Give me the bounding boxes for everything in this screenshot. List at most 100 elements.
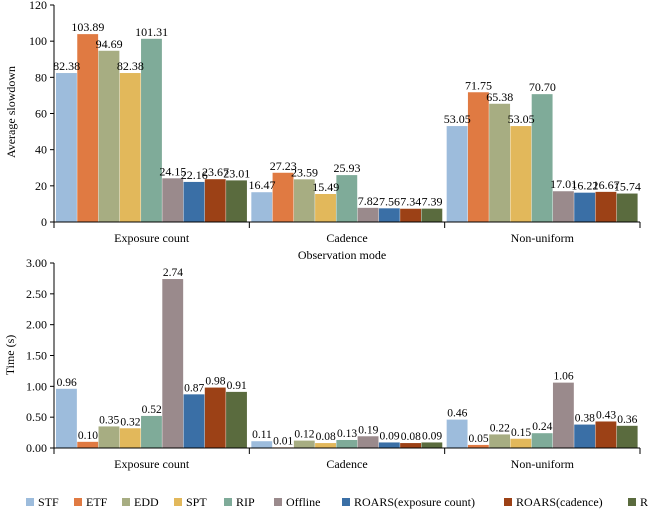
slowdown-data-label-edd-non-uniform: 65.38 [486, 90, 513, 104]
legend-swatch-rip [224, 498, 232, 506]
time-bar-roars-cadence-exposure-count [204, 387, 226, 448]
slowdown-bar-roars-exposure-count-non-uniform [574, 192, 596, 222]
time-bar-stf-non-uniform [446, 419, 468, 448]
time-data-label-stf-cadence: 0.11 [252, 429, 272, 441]
slowdown-bar-spt-cadence [315, 193, 336, 222]
time-bar-etf-exposure-count [77, 441, 99, 448]
slowdown-category-label-exposure-count: Exposure count [114, 231, 190, 245]
slowdown-bar-offline-non-uniform [552, 191, 574, 222]
slowdown-bar-rip-exposure-count [141, 38, 162, 222]
slowdown-data-label-rip-cadence: 25.93 [334, 161, 361, 175]
slowdown-data-label-roars-cadence-exposure-count: 23.67 [202, 165, 229, 179]
time-data-label-roars-exposure-count-exposure-count: 0.87 [184, 382, 204, 394]
slowdown-data-label-stf-exposure-count: 82.38 [53, 59, 80, 73]
slowdown-data-label-rip-exposure-count: 101.31 [135, 25, 168, 39]
slowdown-data-label-spt-non-uniform: 53.05 [508, 112, 535, 126]
slowdown-axes: 0 20 40 60 80 100 120 Exposure count Cadence Non-… [29, 0, 641, 245]
slowdown-y-axis-label: Average slowdown [4, 66, 18, 158]
time-data-label-rip-cadence: 0.13 [337, 428, 357, 440]
time-data-label-stf-exposure-count: 0.96 [57, 377, 77, 389]
slowdown-bar-rip-cadence [336, 175, 358, 222]
slowdown-data-label-roars-non-uniform-non-uniform: 15.74 [614, 180, 641, 194]
slowdown-bar-spt-non-uniform [510, 126, 532, 222]
legend-swatch-stf [26, 498, 34, 506]
time-bars [56, 279, 638, 448]
legend-label-rip: RIP [236, 495, 255, 509]
legend: STF ETF EDD SPT RIP Offline ROARS(exposure cou… [26, 495, 648, 509]
slowdown-data-label-roars-cadence-cadence: 7.34 [400, 195, 421, 209]
time-bar-roars-non-uniform-cadence [421, 442, 443, 448]
slowdown-y-tick-label: 0 [41, 215, 47, 229]
time-data-label-roars-cadence-cadence: 0.08 [401, 431, 421, 443]
time-data-label-roars-exposure-count-cadence: 0.09 [379, 430, 399, 442]
slowdown-y-tick-label: 40 [35, 143, 47, 157]
slowdown-x-axis-label: Observation mode [298, 248, 386, 262]
time-data-label-edd-non-uniform: 0.22 [490, 422, 510, 434]
time-axes: 0.00 0.50 1.00 1.50 2.00 2.50 3.00 Exposure cou… [26, 256, 641, 471]
time-bar-edd-cadence [293, 440, 315, 448]
slowdown-data-labels: 82.38 16.47 53.05 103.89 27.23 71.75 94.69 23.5… [53, 20, 641, 209]
time-y-tick-label: 1.00 [26, 379, 47, 393]
time-data-label-etf-non-uniform: 0.05 [468, 433, 488, 445]
time-bar-roars-exposure-count-non-uniform [574, 424, 596, 448]
slowdown-data-label-stf-non-uniform: 53.05 [444, 112, 471, 126]
slowdown-bar-roars-non-uniform-cadence [421, 208, 443, 222]
slowdown-bar-roars-cadence-exposure-count [204, 179, 226, 222]
time-bar-edd-exposure-count [98, 426, 120, 448]
slowdown-y-tick-label: 60 [35, 107, 47, 121]
time-bar-roars-non-uniform-exposure-count [226, 391, 247, 448]
time-y-tick-label: 3.00 [26, 256, 47, 270]
slowdown-data-label-edd-exposure-count: 94.69 [96, 37, 123, 51]
time-data-label-stf-non-uniform: 0.46 [447, 408, 467, 420]
slowdown-data-label-offline-cadence: 7.82 [358, 194, 379, 208]
time-y-tick-label: 0.00 [26, 441, 47, 455]
time-bar-spt-cadence [315, 443, 336, 448]
slowdown-bar-roars-cadence-non-uniform [595, 191, 617, 222]
slowdown-data-label-roars-cadence-non-uniform: 16.67 [593, 178, 620, 192]
time-data-label-roars-exposure-count-non-uniform: 0.38 [575, 413, 595, 425]
time-bar-rip-non-uniform [531, 433, 553, 448]
time-data-label-roars-non-uniform-non-uniform: 0.36 [617, 414, 637, 426]
time-y-tick-label: 1.50 [26, 349, 47, 363]
time-data-label-edd-exposure-count: 0.35 [99, 414, 119, 426]
legend-swatch-offline [274, 498, 282, 506]
slowdown-bar-roars-exposure-count-exposure-count [183, 181, 205, 222]
time-data-label-roars-cadence-non-uniform: 0.43 [596, 409, 616, 421]
slowdown-bar-roars-cadence-cadence [400, 208, 422, 222]
time-data-label-offline-exposure-count: 2.74 [163, 267, 183, 279]
time-category-label-non-uniform: Non-uniform [511, 457, 575, 471]
legend-label-offline: Offline [286, 495, 320, 509]
slowdown-y-tick-label: 120 [29, 0, 47, 12]
time-data-label-spt-cadence: 0.08 [316, 431, 336, 443]
time-bar-roars-cadence-cadence [400, 443, 422, 448]
time-bar-stf-cadence [251, 441, 273, 448]
time-data-labels: 0.96 0.11 0.46 0.10 0.01 0.05 0.35 0.12 0.22 0.32… [57, 267, 638, 447]
time-bar-roars-non-uniform-non-uniform [616, 425, 638, 448]
time-data-label-roars-non-uniform-cadence: 0.09 [422, 430, 442, 442]
slowdown-y-tick-label: 80 [35, 70, 47, 84]
time-bar-spt-exposure-count [119, 428, 141, 448]
legend-label-roars-cadence: ROARS(cadence) [516, 495, 603, 509]
slowdown-bar-etf-exposure-count [77, 34, 99, 222]
legend-swatch-roars-exposure-count [342, 498, 350, 506]
slowdown-bar-edd-cadence [293, 179, 315, 222]
legend-swatch-roars-non-uniform [628, 498, 636, 506]
slowdown-bar-edd-exposure-count [98, 50, 120, 222]
time-data-label-offline-cadence: 0.19 [358, 424, 378, 436]
time-data-label-etf-cadence: 0.01 [273, 435, 293, 447]
legend-swatch-edd [122, 498, 130, 506]
legend-swatch-roars-cadence [504, 498, 512, 506]
time-data-label-edd-cadence: 0.12 [294, 429, 314, 441]
time-bar-offline-cadence [357, 436, 379, 448]
slowdown-data-label-roars-exposure-count-non-uniform: 16.22 [571, 179, 598, 193]
slowdown-chart: 82.38 16.47 53.05 103.89 27.23 71.75 94.69 23.5… [4, 0, 641, 262]
slowdown-data-label-edd-cadence: 23.59 [291, 165, 318, 179]
slowdown-y-tick-label: 20 [35, 179, 47, 193]
slowdown-data-label-stf-cadence: 16.47 [248, 178, 275, 192]
time-y-axis-label: Time (s) [3, 335, 17, 376]
legend-label-spt: SPT [186, 495, 207, 509]
slowdown-data-label-etf-cadence: 27.23 [270, 159, 297, 173]
slowdown-data-label-spt-exposure-count: 82.38 [117, 59, 144, 73]
legend-swatch-etf [74, 498, 82, 506]
